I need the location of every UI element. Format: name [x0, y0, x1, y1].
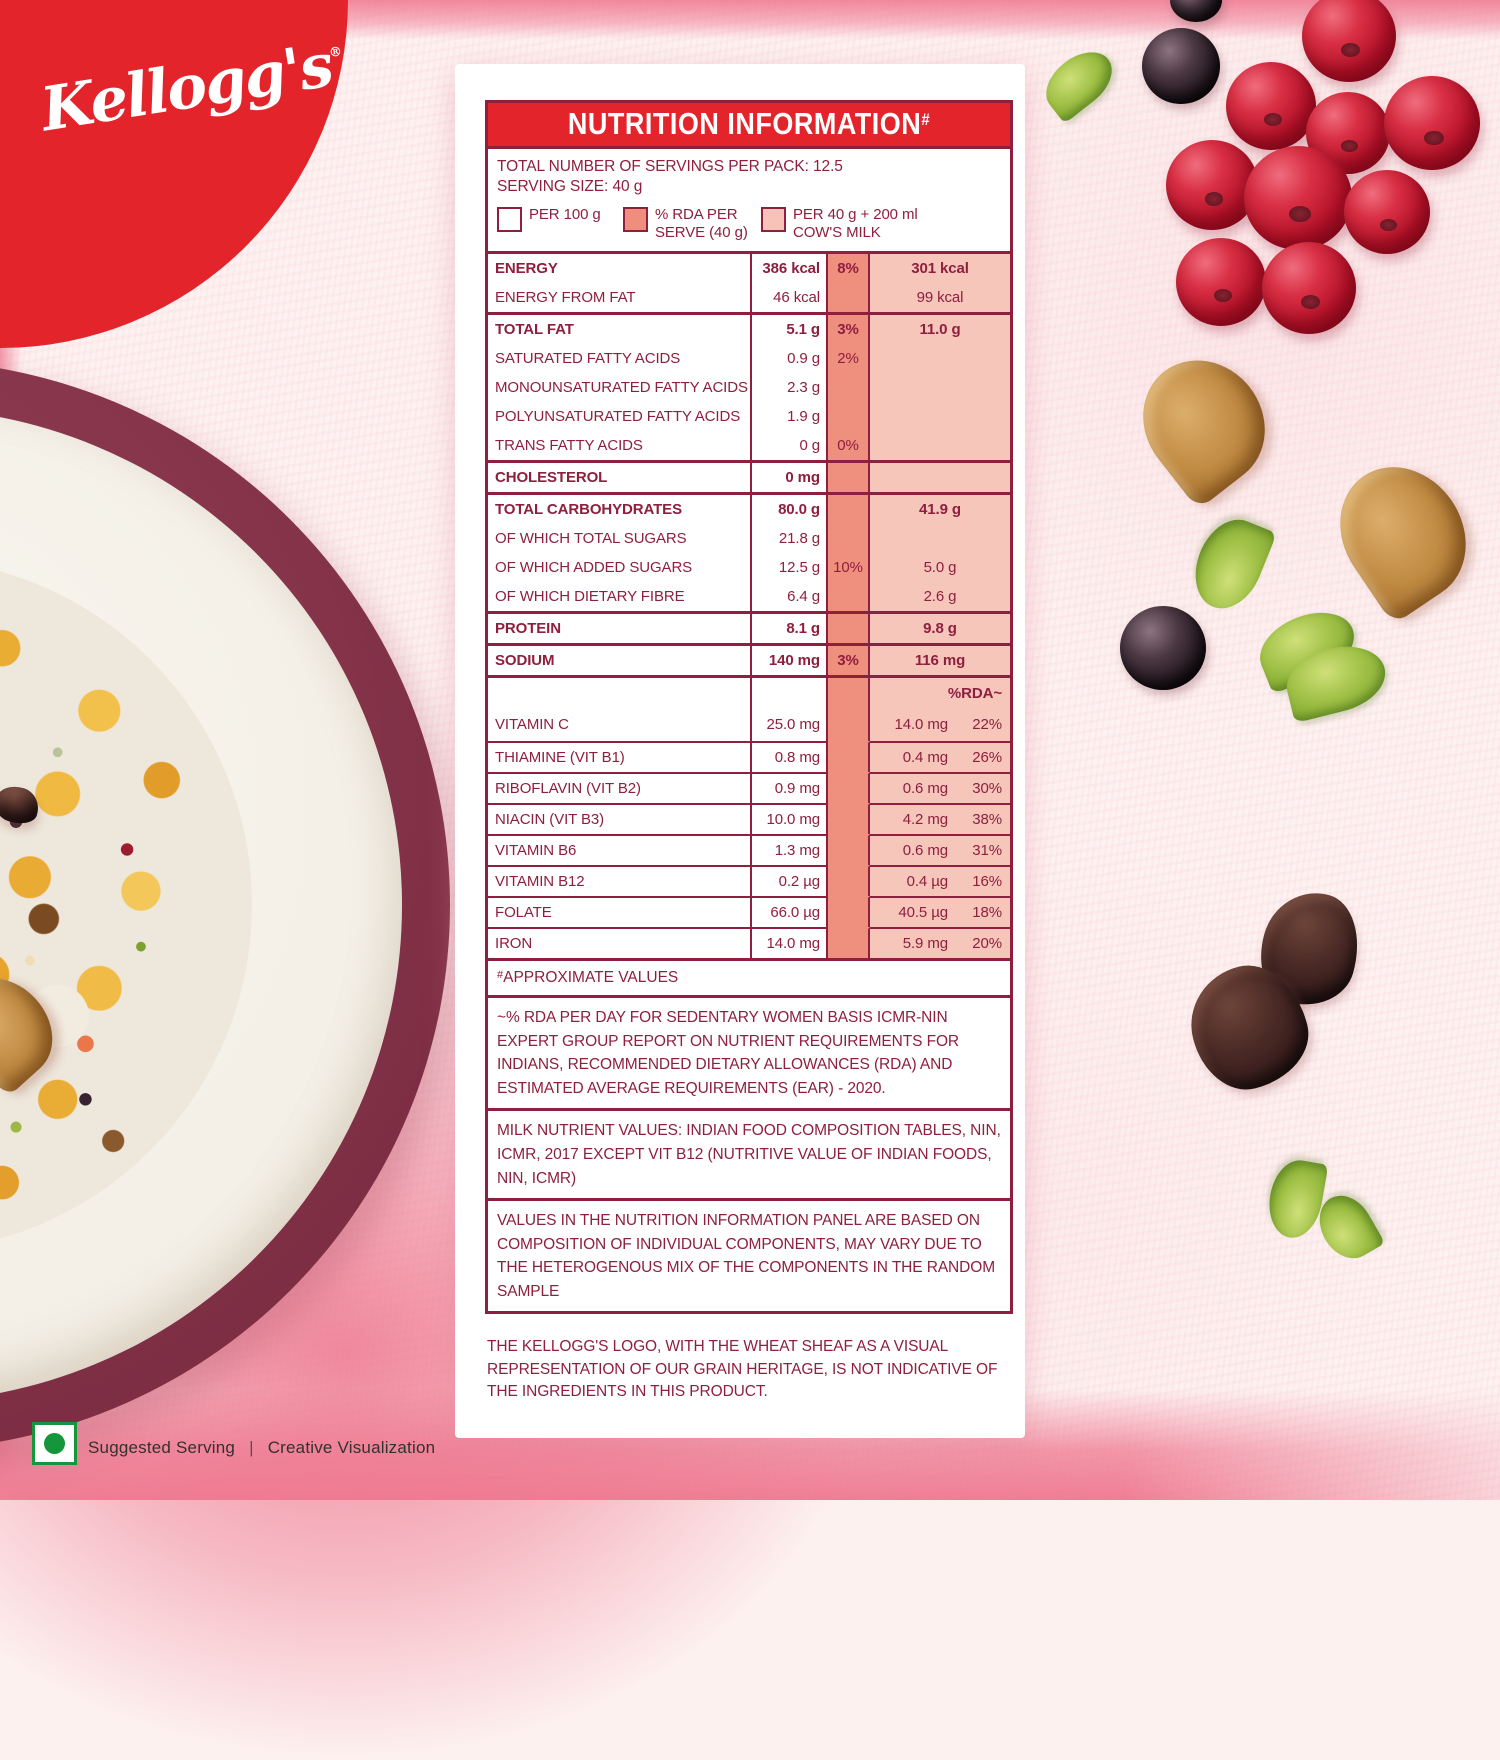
registered-mark: ® — [327, 44, 344, 62]
white-swatch-icon — [497, 206, 522, 232]
vitamin-row: THIAMINE (VIT B1) 0.8 mg 0.4 mg 26% — [488, 741, 1010, 773]
creative-visualization-label: Creative Visualization — [267, 1438, 436, 1457]
legend-per-100g-label: PER 100 g — [529, 205, 601, 223]
nutrition-title-text: NUTRITION INFORMATION — [567, 107, 922, 141]
footer-note: Suggested Serving | Creative Visualizati… — [88, 1438, 435, 1458]
title-superscript: # — [921, 110, 931, 130]
blackcurrant-icon — [1170, 0, 1222, 22]
legend-per-40g-milk: PER 40 g + 200 ml COW'S MILK — [761, 206, 929, 241]
vitamin-row: FOLATE 66.0 µg 40.5 µg 18% — [488, 896, 1010, 928]
footer-divider: | — [249, 1438, 254, 1457]
kelloggs-logo: Kellogg's® — [36, 29, 349, 146]
legend-rda-label: % RDA PER SERVE (40 g) — [655, 205, 748, 241]
blackcurrant-icon — [1142, 28, 1220, 104]
rda-footnote: ~% RDA PER DAY FOR SEDENTARY WOMEN BASIS… — [488, 995, 1010, 1108]
vitamin-row: RIBOFLAVIN (VIT B2) 0.9 mg 0.6 mg 30% — [488, 772, 1010, 804]
cranberry-icon — [1302, 0, 1396, 82]
nutrition-table: NUTRITION INFORMATION# TOTAL NUMBER OF S… — [485, 100, 1013, 1315]
blackcurrant-icon — [1120, 606, 1206, 690]
vitamin-row: VITAMIN B12 0.2 µg 0.4 µg 16% — [488, 865, 1010, 897]
table-row: OF WHICH ADDED SUGARS 12.5 g 10% 5.0 g — [488, 553, 1010, 583]
nutrition-table-header: NUTRITION INFORMATION# — [488, 103, 1010, 149]
table-row: SATURATED FATTY ACIDS 0.9 g 2% — [488, 344, 1010, 374]
vitamin-row: VITAMIN C 25.0 mg 14.0 mg 22% — [488, 708, 1010, 742]
table-row: ENERGY 386 kcal 8% 301 kcal — [488, 251, 1010, 284]
cranberry-icon — [1262, 242, 1356, 334]
suggested-serving-label: Suggested Serving — [88, 1438, 236, 1457]
values-variation-footnote: VALUES IN THE NUTRITION INFORMATION PANE… — [488, 1198, 1010, 1311]
cranberry-icon — [1244, 146, 1352, 250]
rda-column-header: %RDA~ — [870, 678, 1010, 709]
vitamin-row: VITAMIN B6 1.3 mg 0.6 mg 31% — [488, 834, 1010, 866]
nutrition-card: NUTRITION INFORMATION# TOTAL NUMBER OF S… — [455, 64, 1025, 1438]
servings-info: TOTAL NUMBER OF SERVINGS PER PACK: 12.5 … — [488, 149, 1010, 200]
nutrition-title: NUTRITION INFORMATION# — [568, 107, 930, 142]
legend-rda-per-serve: % RDA PER SERVE (40 g) — [623, 206, 751, 241]
table-row: ENERGY FROM FAT 46 kcal 99 kcal — [488, 283, 1010, 313]
table-row: POLYUNSATURATED FATTY ACIDS 1.9 g — [488, 402, 1010, 432]
table-row: TOTAL CARBOHYDRATES 80.0 g 41.9 g — [488, 492, 1010, 525]
serving-size: SERVING SIZE: 40 g — [497, 178, 643, 196]
pink-swatch-icon — [761, 206, 786, 232]
table-row: SODIUM 140 mg 3% 116 mg — [488, 643, 1010, 676]
table-row: PROTEIN 8.1 g 9.8 g — [488, 611, 1010, 644]
legend-per-100g: PER 100 g — [497, 206, 613, 241]
vitamin-row: IRON 14.0 mg 5.9 mg 20% — [488, 927, 1010, 959]
table-row: OF WHICH DIETARY FIBRE 6.4 g 2.6 g — [488, 582, 1010, 612]
approximate-values-note: #APPROXIMATE VALUES — [488, 958, 1010, 995]
milk-values-footnote: MILK NUTRIENT VALUES: INDIAN FOOD COMPOS… — [488, 1108, 1010, 1198]
cranberry-icon — [1226, 62, 1316, 150]
logo-disclaimer: THE KELLOGG'S LOGO, WITH THE WHEAT SHEAF… — [487, 1338, 998, 1401]
table-row: MONOUNSATURATED FATTY ACIDS 2.3 g — [488, 373, 1010, 403]
table-row: CHOLESTEROL 0 mg — [488, 460, 1010, 493]
kelloggs-logo-text: Kellogg's — [36, 30, 337, 146]
cranberry-icon — [1166, 140, 1258, 230]
servings-per-pack: TOTAL NUMBER OF SERVINGS PER PACK: 12.5 — [497, 158, 843, 175]
vegetarian-mark-icon — [32, 1422, 77, 1465]
raisin-in-bowl-icon — [0, 781, 44, 829]
almond-in-bowl-icon — [0, 959, 72, 1098]
table-row: TOTAL FAT 5.1 g 3% 11.0 g — [488, 312, 1010, 345]
table-row: OF WHICH TOTAL SUGARS 21.8 g — [488, 524, 1010, 554]
cranberry-icon — [1344, 170, 1430, 254]
legend-milk-label: PER 40 g + 200 ml COW'S MILK — [793, 205, 918, 241]
rda-header-row: %RDA~ — [488, 675, 1010, 709]
vitamin-row: NIACIN (VIT B3) 10.0 mg 4.2 mg 38% — [488, 803, 1010, 835]
salmon-swatch-icon — [623, 206, 648, 232]
table-row: TRANS FATTY ACIDS 0 g 0% — [488, 431, 1010, 461]
cranberry-icon — [1176, 238, 1266, 326]
column-legend: PER 100 g % RDA PER SERVE (40 g) PER 40 … — [488, 200, 1010, 251]
cranberry-icon — [1384, 76, 1480, 170]
muesli-and-milk — [0, 558, 252, 1252]
